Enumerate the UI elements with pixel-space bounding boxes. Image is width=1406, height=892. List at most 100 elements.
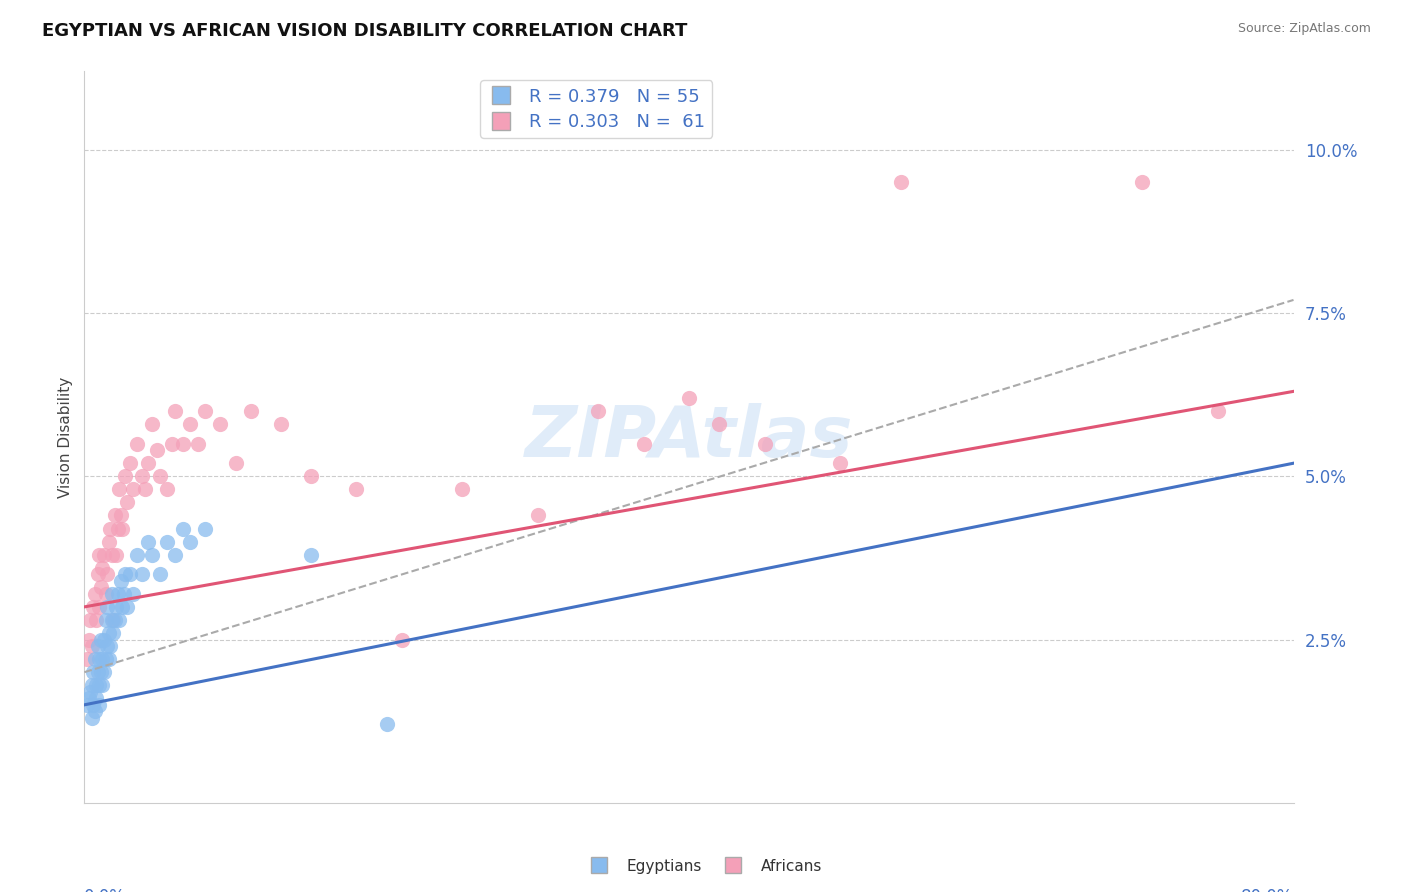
Point	[110, 574, 132, 588]
Point	[76, 652, 98, 666]
Point	[82, 599, 104, 614]
Point	[94, 652, 117, 666]
Point	[118, 567, 141, 582]
Point	[160, 436, 183, 450]
Point	[101, 626, 124, 640]
Point	[156, 483, 179, 497]
Point	[754, 436, 776, 450]
Point	[96, 567, 118, 582]
Point	[89, 698, 111, 712]
Point	[114, 469, 136, 483]
Point	[375, 717, 398, 731]
Point	[115, 495, 138, 509]
Point	[172, 436, 194, 450]
Point	[830, 456, 852, 470]
Point	[84, 587, 107, 601]
Point	[105, 599, 128, 614]
Point	[179, 417, 201, 431]
Point	[97, 652, 120, 666]
Point	[114, 567, 136, 582]
Point	[84, 652, 107, 666]
Point	[136, 534, 159, 549]
Point	[121, 587, 143, 601]
Point	[141, 548, 163, 562]
Point	[149, 567, 172, 582]
Point	[77, 632, 100, 647]
Point	[84, 705, 107, 719]
Point	[86, 613, 108, 627]
Point	[87, 639, 110, 653]
Point	[111, 599, 134, 614]
Text: Source: ZipAtlas.com: Source: ZipAtlas.com	[1237, 22, 1371, 36]
Point	[98, 639, 121, 653]
Point	[77, 691, 100, 706]
Point	[141, 417, 163, 431]
Point	[112, 587, 135, 601]
Point	[94, 613, 117, 627]
Point	[97, 626, 120, 640]
Point	[91, 678, 114, 692]
Point	[91, 560, 114, 574]
Point	[131, 567, 153, 582]
Point	[187, 436, 209, 450]
Point	[526, 508, 548, 523]
Legend: R = 0.379   N = 55, R = 0.303   N =  61: R = 0.379 N = 55, R = 0.303 N = 61	[481, 80, 713, 138]
Point	[87, 567, 110, 582]
Point	[136, 456, 159, 470]
Point	[96, 639, 118, 653]
Point	[225, 456, 247, 470]
Text: 80.0%: 80.0%	[1241, 888, 1294, 892]
Point	[156, 534, 179, 549]
Point	[104, 613, 127, 627]
Point	[299, 548, 322, 562]
Point	[391, 632, 413, 647]
Point	[346, 483, 368, 497]
Point	[104, 508, 127, 523]
Point	[89, 678, 111, 692]
Point	[172, 521, 194, 535]
Point	[1130, 175, 1153, 189]
Point	[105, 548, 128, 562]
Point	[209, 417, 232, 431]
Point	[87, 665, 110, 680]
Legend: Egyptians, Africans: Egyptians, Africans	[578, 853, 828, 880]
Point	[127, 436, 149, 450]
Point	[111, 521, 134, 535]
Point	[179, 534, 201, 549]
Point	[108, 613, 131, 627]
Point	[239, 404, 262, 418]
Point	[890, 175, 912, 189]
Point	[100, 587, 122, 601]
Point	[100, 613, 122, 627]
Point	[121, 483, 143, 497]
Point	[90, 632, 112, 647]
Point	[79, 613, 101, 627]
Point	[101, 613, 124, 627]
Point	[127, 548, 149, 562]
Point	[146, 443, 169, 458]
Point	[90, 665, 112, 680]
Point	[96, 599, 118, 614]
Point	[80, 711, 103, 725]
Point	[163, 404, 186, 418]
Point	[1206, 404, 1229, 418]
Point	[93, 665, 115, 680]
Point	[108, 483, 131, 497]
Text: EGYPTIAN VS AFRICAN VISION DISABILITY CORRELATION CHART: EGYPTIAN VS AFRICAN VISION DISABILITY CO…	[42, 22, 688, 40]
Point	[678, 391, 700, 405]
Point	[89, 652, 111, 666]
Point	[194, 404, 217, 418]
Point	[633, 436, 655, 450]
Point	[82, 665, 104, 680]
Point	[451, 483, 474, 497]
Point	[588, 404, 610, 418]
Point	[93, 548, 115, 562]
Point	[131, 469, 153, 483]
Point	[163, 548, 186, 562]
Point	[107, 521, 129, 535]
Point	[100, 548, 122, 562]
Point	[82, 698, 104, 712]
Text: ZIPAtlas: ZIPAtlas	[524, 402, 853, 472]
Point	[709, 417, 731, 431]
Point	[115, 599, 138, 614]
